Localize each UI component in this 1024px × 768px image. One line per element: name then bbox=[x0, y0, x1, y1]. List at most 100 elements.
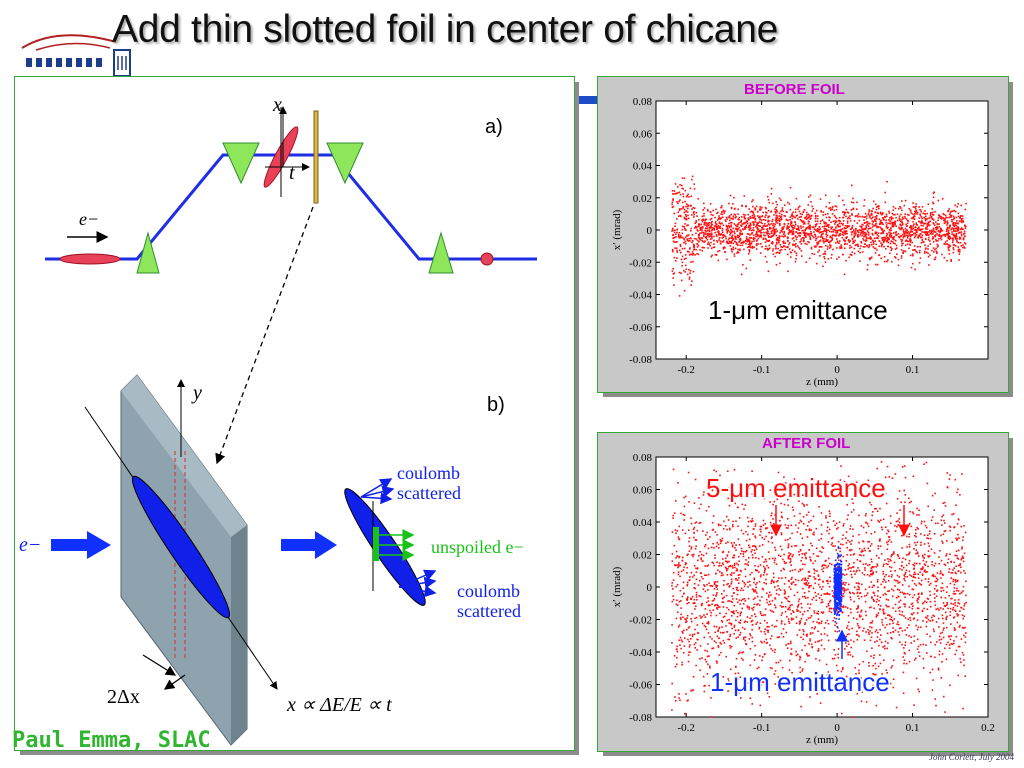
data-point bbox=[689, 270, 692, 272]
data-point bbox=[913, 704, 915, 706]
data-point bbox=[736, 230, 739, 232]
data-point bbox=[780, 569, 782, 572]
data-point bbox=[912, 202, 914, 204]
data-point bbox=[964, 531, 967, 534]
data-point bbox=[839, 234, 841, 236]
data-point bbox=[843, 273, 846, 276]
data-point bbox=[798, 246, 800, 249]
data-point bbox=[783, 226, 785, 228]
data-point bbox=[735, 569, 738, 572]
data-point bbox=[716, 660, 718, 663]
data-point bbox=[709, 244, 711, 247]
data-point bbox=[753, 246, 755, 248]
data-point bbox=[729, 644, 731, 647]
data-point bbox=[849, 217, 851, 220]
data-point bbox=[739, 240, 742, 242]
data-point bbox=[767, 249, 769, 251]
data-point bbox=[757, 224, 760, 227]
data-point bbox=[776, 203, 778, 206]
data-point bbox=[827, 226, 830, 228]
data-point bbox=[705, 218, 708, 221]
data-point bbox=[753, 214, 755, 216]
data-point bbox=[816, 555, 818, 557]
data-point bbox=[704, 232, 706, 235]
data-point bbox=[885, 219, 887, 222]
data-point bbox=[813, 253, 816, 255]
data-point bbox=[719, 474, 721, 477]
data-point bbox=[736, 251, 739, 253]
data-point bbox=[842, 583, 844, 585]
data-point bbox=[885, 248, 887, 250]
data-point bbox=[801, 221, 804, 223]
data-point bbox=[737, 525, 739, 528]
data-point bbox=[950, 577, 952, 579]
data-point bbox=[942, 217, 945, 219]
data-point bbox=[862, 660, 865, 663]
data-point bbox=[919, 214, 922, 217]
data-point bbox=[771, 579, 773, 582]
data-point bbox=[822, 547, 825, 549]
data-point bbox=[693, 245, 695, 248]
data-point bbox=[917, 528, 919, 530]
data-point bbox=[937, 240, 939, 242]
data-point bbox=[770, 227, 772, 229]
data-point bbox=[856, 559, 859, 561]
data-point bbox=[811, 632, 814, 634]
data-point bbox=[865, 217, 868, 220]
data-point bbox=[768, 201, 771, 204]
data-point bbox=[845, 582, 847, 584]
data-point bbox=[890, 229, 892, 231]
data-point bbox=[740, 490, 743, 493]
data-point bbox=[744, 563, 746, 565]
data-point bbox=[764, 608, 767, 610]
data-point bbox=[736, 615, 739, 618]
data-point bbox=[780, 210, 782, 212]
data-point bbox=[750, 224, 752, 226]
data-point bbox=[954, 609, 956, 612]
data-point bbox=[918, 221, 921, 223]
data-point bbox=[903, 232, 906, 234]
data-point bbox=[953, 593, 956, 595]
data-point bbox=[885, 563, 888, 565]
data-point bbox=[778, 220, 781, 223]
data-point bbox=[962, 557, 965, 559]
data-point bbox=[814, 671, 817, 673]
data-point bbox=[701, 239, 703, 242]
data-point bbox=[814, 239, 817, 241]
data-point bbox=[934, 562, 937, 565]
data-point bbox=[747, 240, 750, 243]
data-point bbox=[872, 200, 875, 203]
data-point bbox=[685, 693, 687, 695]
data-point bbox=[794, 545, 796, 547]
data-point bbox=[843, 591, 846, 593]
data-point bbox=[808, 590, 810, 593]
data-point bbox=[769, 521, 772, 524]
data-point bbox=[829, 235, 832, 238]
data-point bbox=[871, 232, 873, 235]
data-point bbox=[731, 221, 733, 224]
data-point bbox=[806, 653, 808, 656]
data-point bbox=[792, 244, 794, 246]
data-point bbox=[749, 243, 752, 245]
data-point bbox=[728, 608, 730, 611]
data-point bbox=[832, 545, 834, 547]
data-point bbox=[851, 655, 854, 658]
data-point bbox=[823, 648, 826, 650]
data-point bbox=[956, 230, 958, 232]
data-point bbox=[960, 638, 963, 640]
data-point bbox=[857, 243, 859, 246]
data-point bbox=[805, 211, 808, 214]
data-point bbox=[870, 606, 872, 608]
data-point bbox=[760, 681, 763, 683]
data-point bbox=[839, 547, 842, 550]
data-point bbox=[797, 228, 800, 231]
data-point bbox=[711, 235, 713, 238]
data-point bbox=[889, 558, 891, 561]
data-point bbox=[924, 210, 926, 212]
data-point bbox=[814, 220, 817, 223]
data-point bbox=[763, 640, 765, 643]
data-point bbox=[680, 251, 682, 254]
data-point bbox=[894, 629, 897, 632]
series-0 bbox=[671, 461, 967, 718]
data-point bbox=[799, 235, 801, 237]
